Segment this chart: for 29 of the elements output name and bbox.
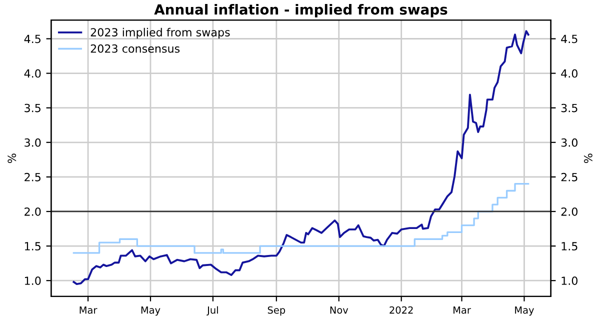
chart-title: Annual inflation - implied from swaps <box>154 4 448 18</box>
x-tick-label: 2022 <box>390 306 413 314</box>
x-tick-label: Sep <box>268 306 286 316</box>
y-tick-label: 2.0 <box>24 207 41 216</box>
y2-tick-label: 3.0 <box>561 138 578 147</box>
y-tick-label: 3.0 <box>24 138 41 147</box>
x-tick-label: Mar <box>454 306 471 314</box>
y-tick-label: 4.0 <box>24 69 41 78</box>
x-tick-label: Mar <box>80 306 98 314</box>
y2-tick-label: 1.0 <box>562 276 578 285</box>
y2-tick-label: 4.0 <box>561 69 578 78</box>
y-tick-label: 3.5 <box>24 104 40 112</box>
legend-label: 2023 consensus <box>90 44 180 53</box>
y-tick-label: 1.5 <box>25 242 40 250</box>
x-tick-label: Nov <box>330 306 348 314</box>
x-tick-label: May <box>515 306 534 316</box>
x-tick-label: May <box>141 306 160 316</box>
x-tick-label: Jul <box>206 306 218 316</box>
y2-tick-label: 2.5 <box>561 172 578 182</box>
y2-tick-label: 4.5 <box>561 34 578 44</box>
y2-axis-title: % <box>584 154 592 163</box>
y-tick-label: 4.5 <box>24 34 40 44</box>
y2-tick-label: 1.5 <box>562 242 578 250</box>
y-tick-label: 1.0 <box>25 276 41 285</box>
y2-tick-label: 3.5 <box>561 104 578 112</box>
y-tick-label: 2.5 <box>24 172 40 182</box>
legend-label: 2023 implied from swaps <box>90 28 230 39</box>
y2-tick-label: 2.0 <box>561 207 578 216</box>
y-axis-title: % <box>8 154 16 163</box>
